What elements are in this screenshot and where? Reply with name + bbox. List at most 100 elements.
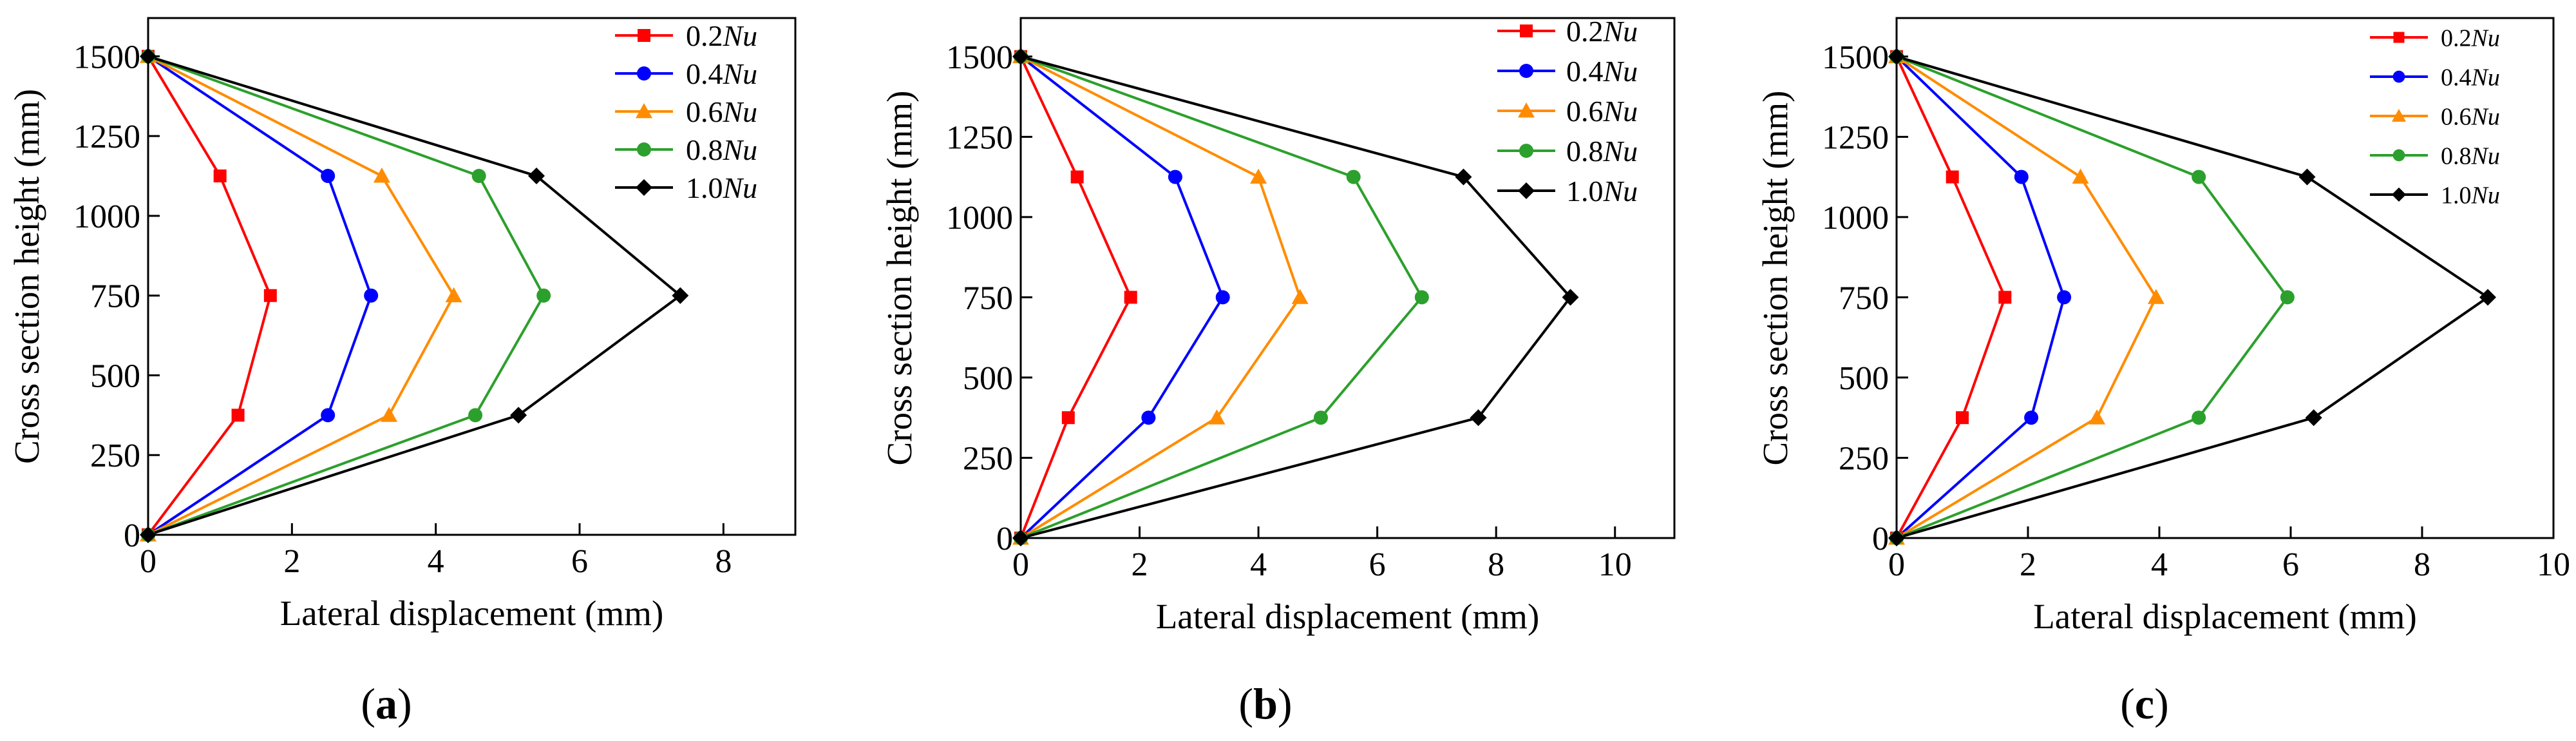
series-line-0-4nu xyxy=(1019,55,1224,539)
data-point-1-0nu xyxy=(2298,168,2316,186)
data-point-0-6nu xyxy=(445,287,462,303)
legend-label: 1.0Nu xyxy=(686,171,757,204)
y-axis-title: Cross section height (mm) xyxy=(7,89,46,464)
data-point-0-8nu xyxy=(536,288,551,303)
y-tick-label: 500 xyxy=(90,358,140,394)
legend-marker xyxy=(1520,24,1533,37)
x-tick-label: 6 xyxy=(1369,546,1386,583)
legend-value: 0.2 xyxy=(2441,24,2472,52)
series-line-0-6nu xyxy=(147,55,455,536)
legend-unit: Nu xyxy=(2471,64,2500,91)
data-point-0-6nu xyxy=(2147,289,2164,304)
legend-label: 0.6Nu xyxy=(2441,103,2500,130)
data-point-0-2nu xyxy=(1998,291,2012,304)
legend-value: 0.8 xyxy=(686,133,723,166)
x-tick-label: 4 xyxy=(428,543,444,580)
data-point-0-6nu xyxy=(2072,168,2089,184)
data-point-0-4nu xyxy=(2024,410,2039,425)
legend-label: 0.2Nu xyxy=(686,19,757,52)
legend-unit: Nu xyxy=(1603,15,1638,48)
legend-unit: Nu xyxy=(723,57,758,90)
legend-value: 0.6 xyxy=(1566,95,1604,128)
legend-marker xyxy=(1518,102,1535,118)
data-point-0-8nu xyxy=(1313,410,1328,425)
x-tick-label: 0 xyxy=(1012,546,1029,583)
y-tick-label: 0 xyxy=(996,521,1013,557)
legend-marker xyxy=(637,142,651,157)
data-point-0-8nu xyxy=(471,169,486,184)
legend-value: 0.4 xyxy=(686,57,723,90)
legend-marker xyxy=(2392,70,2405,83)
chart-panel-c: 0 2 4 6 8 10 0 250 500 750 1000 1250 1500 Lateral dis… xyxy=(1756,17,2570,728)
x-axis-title: Lateral displacement (mm) xyxy=(1156,597,1540,636)
data-point-0-4nu xyxy=(1215,290,1230,305)
panel-label-close: ) xyxy=(2154,679,2169,728)
x-tick-label: 2 xyxy=(283,543,300,580)
panel-label: (c) xyxy=(2120,679,2169,728)
x-tick-label: 0 xyxy=(140,543,156,580)
series-line-0-4nu xyxy=(147,55,373,536)
legend-unit: Nu xyxy=(2471,103,2500,130)
legend-value: 1.0 xyxy=(686,171,723,204)
data-point-0-8nu xyxy=(2192,169,2206,184)
data-point-0-4nu xyxy=(1141,410,1156,425)
legend-marker xyxy=(2391,108,2407,122)
legend-value: 0.2 xyxy=(686,19,723,52)
panel-label-open: ( xyxy=(1238,679,1253,728)
panel-label-open: ( xyxy=(2120,679,2135,728)
y-axis-title: Cross section height (mm) xyxy=(880,90,919,465)
legend-label: 0.8Nu xyxy=(686,133,757,166)
legend-value: 0.2 xyxy=(1566,15,1604,48)
data-point-1-0nu xyxy=(510,407,527,424)
legend-value: 0.8 xyxy=(1566,135,1604,168)
legend-unit: Nu xyxy=(2471,142,2500,169)
data-point-0-6nu xyxy=(1250,168,1267,184)
legend-marker xyxy=(636,179,652,196)
panel-label: (b) xyxy=(1238,679,1292,728)
data-point-0-2nu xyxy=(231,409,245,422)
series-line-1-0nu xyxy=(147,55,683,536)
data-point-0-4nu xyxy=(2014,169,2029,184)
y-tick-label: 0 xyxy=(1872,521,1889,557)
series-line-0-8nu xyxy=(1896,55,2289,539)
legend-value: 1.0 xyxy=(2441,182,2472,209)
x-tick-label: 4 xyxy=(2151,546,2168,583)
data-point-1-0nu xyxy=(672,287,689,304)
legend-value: 0.4 xyxy=(2441,64,2472,91)
x-axis-title: Lateral displacement (mm) xyxy=(280,593,664,633)
panel-label-open: ( xyxy=(361,679,375,728)
legend-label: 1.0Nu xyxy=(2441,182,2500,209)
legend-unit: Nu xyxy=(2471,182,2500,209)
y-tick-label: 250 xyxy=(1839,440,1889,477)
legend-marker xyxy=(1519,144,1533,158)
data-point-0-2nu xyxy=(1956,411,1969,425)
y-tick-label: 1000 xyxy=(946,200,1013,236)
data-point-0-8nu xyxy=(1414,290,1429,305)
data-point-0-8nu xyxy=(2192,410,2206,425)
legend-unit: Nu xyxy=(1603,175,1638,207)
y-tick-label: 500 xyxy=(963,360,1013,397)
data-point-1-0nu xyxy=(2305,409,2322,427)
y-axis-title: Cross section height (mm) xyxy=(1756,90,1795,465)
data-point-0-6nu xyxy=(373,168,390,183)
legend-unit: Nu xyxy=(723,19,758,52)
data-point-0-2nu xyxy=(1070,170,1084,184)
series-line-1-0nu xyxy=(1896,55,2490,539)
data-point-1-0nu xyxy=(1562,289,1579,306)
data-point-0-2nu xyxy=(1124,291,1137,304)
panel-label-close: ) xyxy=(1278,679,1293,728)
legend-marker xyxy=(2393,32,2405,43)
panel-label-letter: b xyxy=(1253,679,1278,728)
data-point-0-4nu xyxy=(1168,169,1182,184)
x-axis-title: Lateral displacement (mm) xyxy=(2033,597,2417,636)
y-tick-label: 1500 xyxy=(1822,39,1889,76)
chart-panel-b: 0 2 4 6 8 10 0 250 500 750 1000 1250 1500 Lateral dis… xyxy=(880,15,1676,728)
plot-frame xyxy=(147,17,797,536)
data-point-0-2nu xyxy=(1061,411,1075,425)
y-tick-label: 0 xyxy=(124,517,140,554)
y-tick-label: 750 xyxy=(90,278,140,315)
data-point-0-6nu xyxy=(2088,409,2106,425)
x-tick-label: 4 xyxy=(1250,546,1267,583)
series-line-0-6nu xyxy=(1019,55,1302,539)
